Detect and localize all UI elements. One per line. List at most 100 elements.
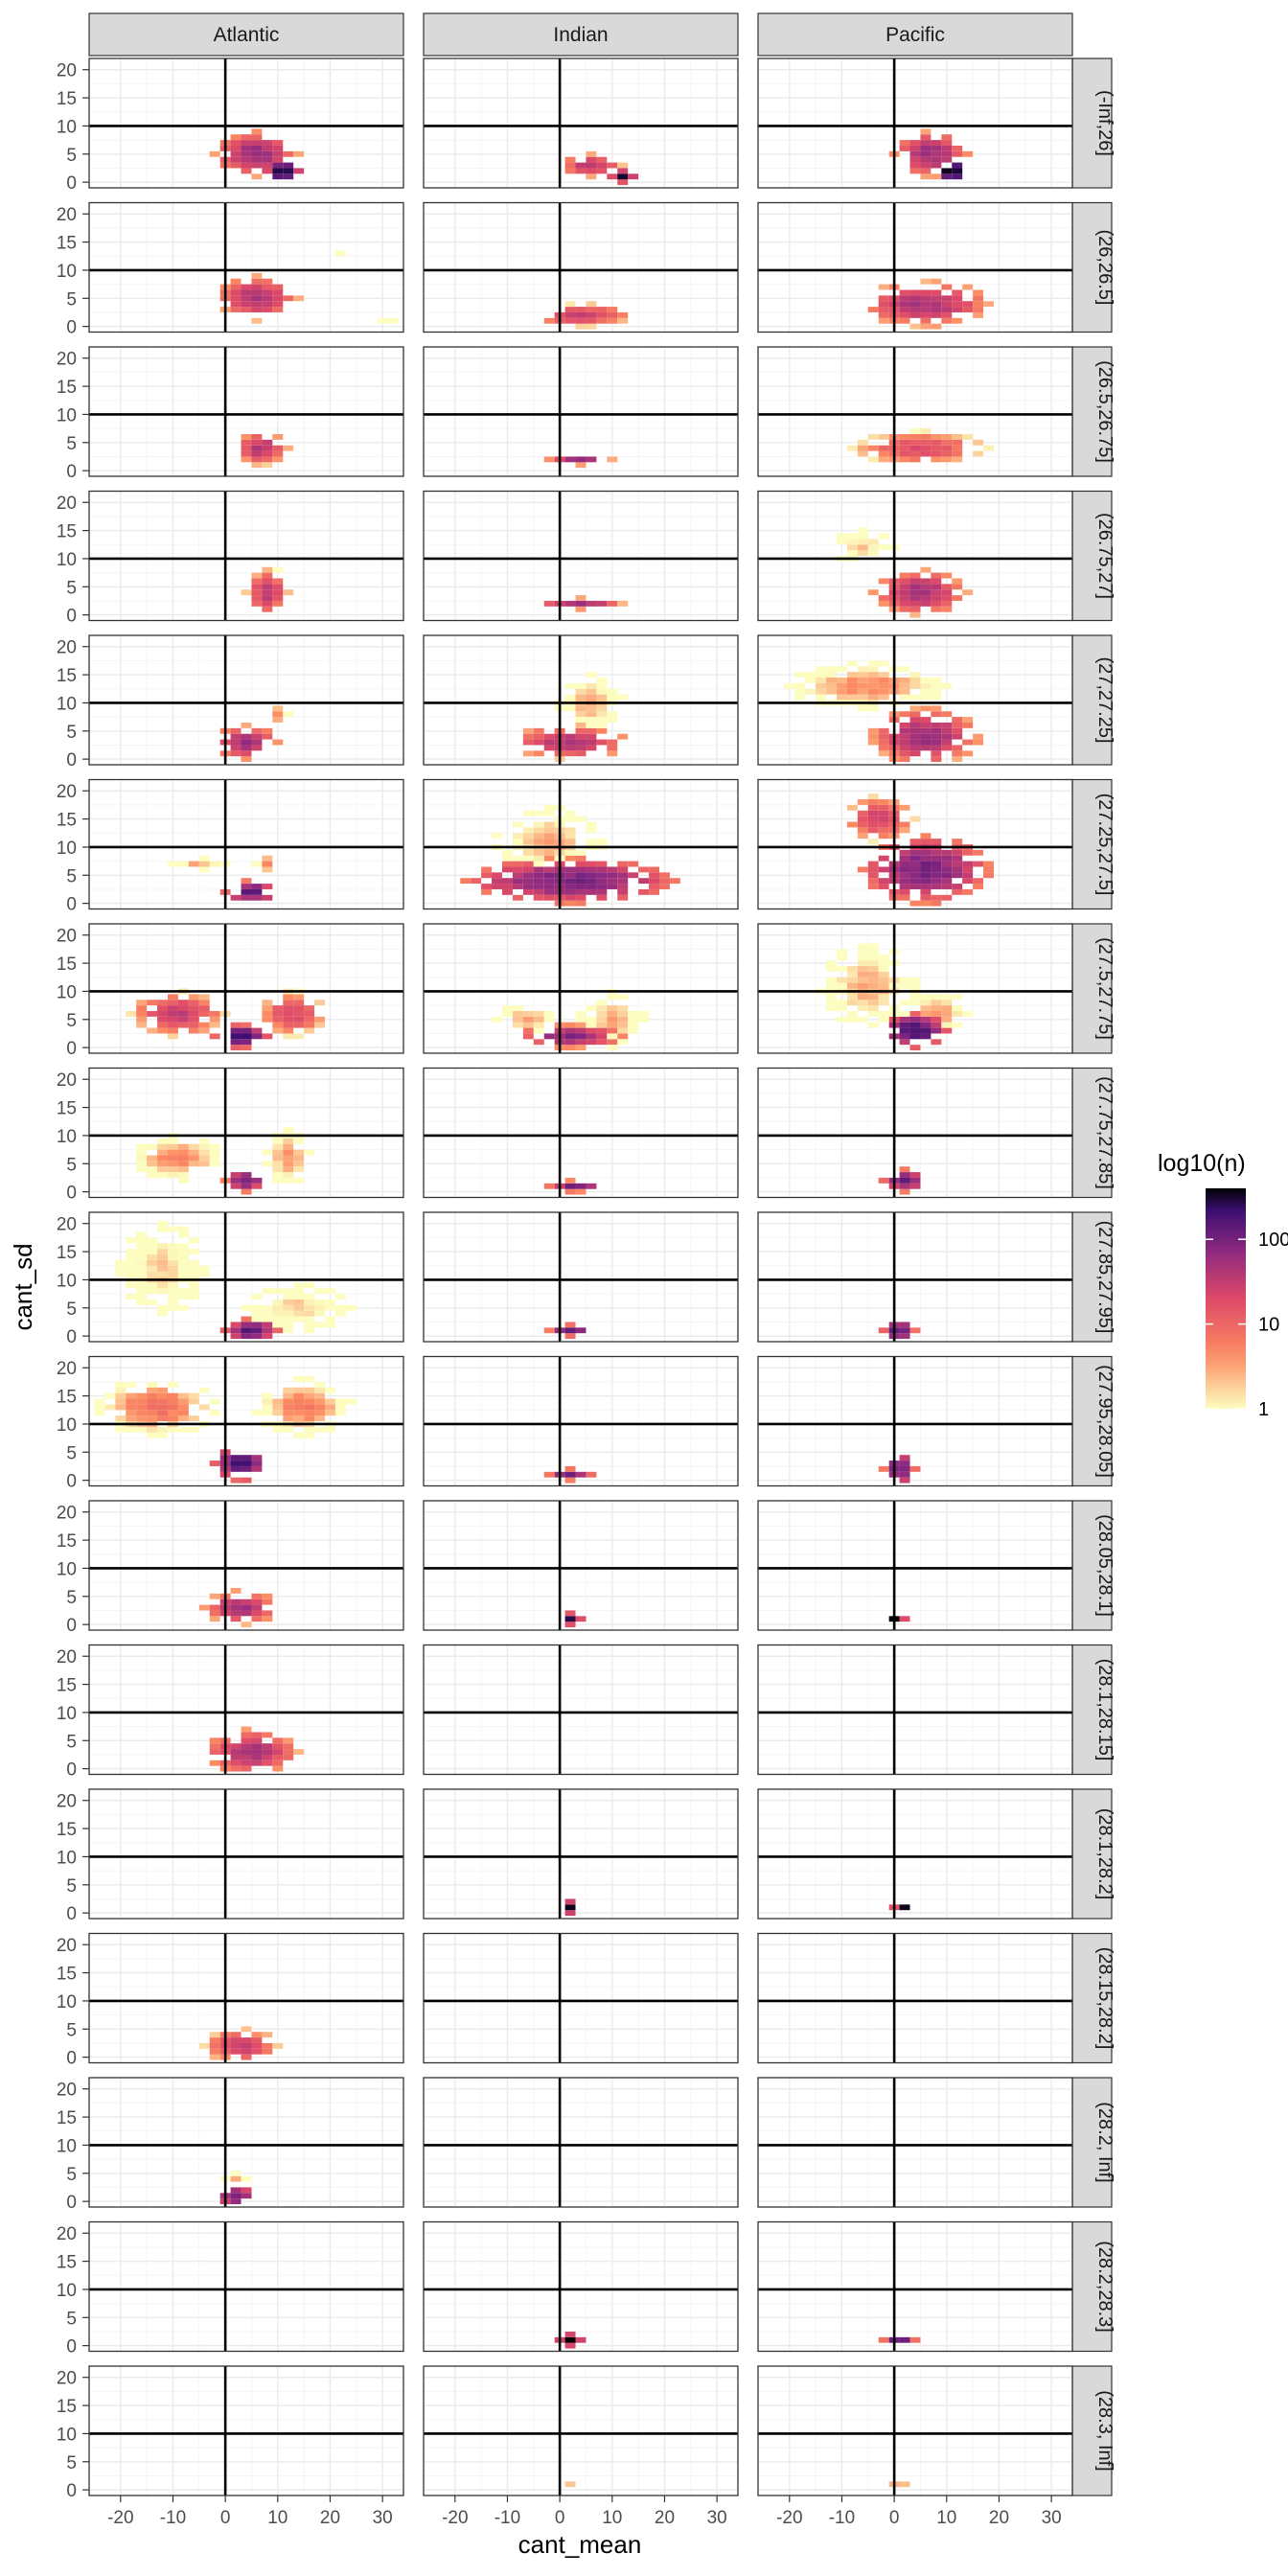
heat-cell bbox=[168, 1149, 178, 1156]
heat-cell bbox=[596, 1022, 608, 1028]
heat-cell bbox=[241, 2193, 252, 2199]
heat-cell bbox=[575, 1016, 586, 1023]
heat-cell bbox=[251, 1327, 263, 1334]
heat-cell bbox=[262, 894, 273, 901]
heat-cell bbox=[941, 682, 953, 689]
heat-cell bbox=[952, 456, 963, 463]
heat-cell bbox=[533, 733, 544, 740]
heat-cell bbox=[230, 2048, 242, 2055]
heat-cell bbox=[502, 855, 513, 862]
heat-cell bbox=[262, 1392, 273, 1399]
heat-cell bbox=[857, 949, 868, 955]
heat-cell bbox=[857, 666, 868, 673]
y-tick-label: 0 bbox=[66, 2337, 77, 2358]
heat-cell bbox=[564, 1183, 576, 1189]
heat-cell bbox=[857, 705, 868, 712]
heat-cell bbox=[837, 682, 847, 689]
facet-label-row: (27.95,28.05] bbox=[1094, 1365, 1116, 1478]
heat-cell bbox=[920, 727, 932, 734]
heat-cell bbox=[147, 1404, 158, 1411]
y-tick-label: 10 bbox=[57, 839, 77, 859]
heat-cell bbox=[512, 1005, 523, 1011]
heat-cell bbox=[543, 1471, 555, 1478]
heat-cell bbox=[147, 1155, 158, 1162]
heat-cell bbox=[878, 1177, 889, 1184]
heat-cell bbox=[931, 866, 942, 873]
heat-cell bbox=[283, 445, 294, 451]
heat-cell bbox=[909, 2336, 921, 2343]
heat-cell bbox=[920, 311, 932, 318]
heat-cell bbox=[846, 1010, 858, 1017]
heat-cell bbox=[931, 694, 942, 701]
facet-panel bbox=[423, 201, 739, 334]
heat-cell bbox=[826, 682, 837, 689]
heat-cell bbox=[543, 1016, 555, 1023]
heat-cell bbox=[931, 140, 942, 146]
heat-cell bbox=[867, 799, 879, 805]
heat-cell bbox=[564, 2481, 576, 2488]
heat-cell bbox=[230, 134, 242, 141]
heat-cell bbox=[325, 1410, 335, 1416]
heat-cell bbox=[920, 1000, 932, 1006]
heat-cell bbox=[909, 878, 921, 885]
heat-cell bbox=[878, 307, 889, 312]
heat-cell bbox=[586, 694, 597, 701]
heat-cell bbox=[909, 323, 921, 330]
heat-cell bbox=[136, 1022, 148, 1028]
heat-cell bbox=[899, 1027, 910, 1034]
heat-cell bbox=[867, 994, 879, 1000]
facet-panel bbox=[423, 346, 739, 477]
panel-border bbox=[88, 490, 404, 622]
facet-label-row: (27.85,27.95] bbox=[1094, 1221, 1116, 1334]
heat-cell bbox=[826, 688, 837, 695]
heat-cell bbox=[188, 1265, 199, 1272]
heat-cell bbox=[952, 722, 963, 728]
heat-cell bbox=[962, 739, 974, 746]
heat-cell bbox=[878, 982, 889, 989]
heat-cell bbox=[262, 1743, 273, 1750]
facet-panel bbox=[757, 1355, 1073, 1487]
heat-cell bbox=[909, 682, 921, 689]
heat-cell bbox=[837, 954, 847, 961]
heat-cell bbox=[931, 301, 942, 308]
heat-cell bbox=[931, 606, 942, 612]
heat-cell bbox=[241, 439, 252, 446]
heat-cell bbox=[596, 1010, 608, 1017]
heat-cell bbox=[136, 1259, 148, 1266]
heat-cell bbox=[826, 960, 837, 967]
heat-cell bbox=[188, 1237, 199, 1244]
heat-cell bbox=[607, 1027, 618, 1034]
heat-cell bbox=[168, 1143, 178, 1150]
heat-cell bbox=[596, 722, 608, 728]
panel-border bbox=[423, 201, 739, 334]
heat-cell bbox=[481, 884, 493, 889]
heat-cell bbox=[617, 1033, 629, 1040]
heat-cell bbox=[147, 1271, 158, 1277]
y-tick-label: 5 bbox=[66, 1588, 77, 1608]
heat-cell bbox=[920, 717, 932, 723]
heat-cell bbox=[272, 168, 284, 174]
heat-cell bbox=[241, 1327, 252, 1334]
heat-cell bbox=[262, 289, 273, 296]
heat-cell bbox=[230, 1760, 242, 1766]
heat-cell bbox=[962, 750, 974, 757]
heat-cell bbox=[909, 572, 921, 579]
heat-cell bbox=[846, 533, 858, 540]
y-tick-label: 0 bbox=[66, 607, 77, 627]
heat-cell bbox=[241, 1172, 252, 1178]
legend-colorbar bbox=[1206, 1188, 1246, 1409]
heat-cell bbox=[867, 966, 879, 972]
facet-panel bbox=[757, 634, 1073, 766]
heat-cell bbox=[617, 1039, 629, 1046]
heat-cell bbox=[272, 145, 284, 151]
heat-cell bbox=[188, 1288, 199, 1295]
heat-cell bbox=[952, 717, 963, 723]
heat-cell bbox=[147, 1010, 158, 1017]
heat-cell bbox=[262, 162, 273, 169]
heat-cell bbox=[147, 1398, 158, 1405]
heat-cell bbox=[198, 1404, 210, 1411]
heat-cell bbox=[251, 278, 263, 285]
y-tick-label: 5 bbox=[66, 1443, 77, 1463]
heat-cell bbox=[941, 1010, 953, 1017]
heat-cell bbox=[826, 966, 837, 972]
